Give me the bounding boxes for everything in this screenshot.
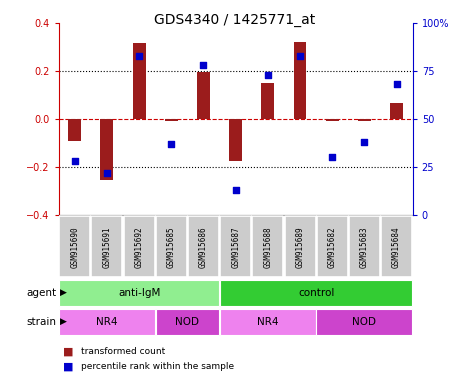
- Point: [71, 158, 78, 164]
- Text: ■: ■: [63, 362, 74, 372]
- Bar: [229, 119, 242, 161]
- Text: agent: agent: [26, 288, 56, 298]
- Text: GSM915686: GSM915686: [199, 226, 208, 268]
- Bar: [68, 119, 81, 141]
- Text: GSM915692: GSM915692: [135, 226, 144, 268]
- Bar: [261, 83, 274, 119]
- Bar: [220, 216, 251, 277]
- Point: [232, 187, 239, 193]
- Bar: [220, 280, 412, 306]
- Bar: [390, 103, 403, 119]
- Bar: [133, 43, 145, 119]
- Text: ▶: ▶: [60, 288, 67, 297]
- Point: [361, 139, 368, 145]
- Point: [200, 62, 207, 68]
- Text: GSM915685: GSM915685: [167, 226, 176, 268]
- Text: GSM915689: GSM915689: [295, 226, 304, 268]
- Text: NR4: NR4: [257, 316, 279, 327]
- Point: [167, 141, 175, 147]
- Bar: [165, 119, 178, 121]
- Text: ■: ■: [63, 346, 74, 356]
- Text: percentile rank within the sample: percentile rank within the sample: [81, 362, 234, 371]
- Point: [393, 81, 401, 88]
- Text: ▶: ▶: [60, 317, 67, 326]
- Bar: [285, 216, 316, 277]
- Bar: [326, 119, 339, 121]
- Text: GDS4340 / 1425771_at: GDS4340 / 1425771_at: [154, 13, 315, 27]
- Bar: [317, 309, 412, 334]
- Bar: [358, 119, 371, 121]
- Text: anti-IgM: anti-IgM: [118, 288, 160, 298]
- Text: NR4: NR4: [96, 316, 118, 327]
- Bar: [91, 216, 122, 277]
- Point: [103, 170, 111, 176]
- Bar: [252, 216, 283, 277]
- Point: [296, 53, 304, 59]
- Text: control: control: [298, 288, 334, 298]
- Bar: [381, 216, 412, 277]
- Text: GSM915684: GSM915684: [392, 226, 401, 268]
- Bar: [59, 309, 155, 334]
- Bar: [100, 119, 113, 180]
- Bar: [294, 42, 307, 119]
- Text: GSM915688: GSM915688: [264, 226, 272, 268]
- Point: [328, 154, 336, 161]
- Text: GSM915683: GSM915683: [360, 226, 369, 268]
- Text: strain: strain: [26, 316, 56, 327]
- Bar: [124, 216, 155, 277]
- Text: GSM915687: GSM915687: [231, 226, 240, 268]
- Bar: [59, 280, 219, 306]
- Point: [264, 72, 272, 78]
- Text: NOD: NOD: [352, 316, 377, 327]
- Bar: [156, 309, 219, 334]
- Text: transformed count: transformed count: [81, 347, 166, 356]
- Text: GSM915690: GSM915690: [70, 226, 79, 268]
- Bar: [188, 216, 219, 277]
- Bar: [349, 216, 380, 277]
- Bar: [197, 72, 210, 119]
- Bar: [317, 216, 348, 277]
- Text: NOD: NOD: [175, 316, 199, 327]
- Text: GSM915691: GSM915691: [102, 226, 112, 268]
- Bar: [59, 216, 90, 277]
- Bar: [220, 309, 316, 334]
- Text: GSM915682: GSM915682: [328, 226, 337, 268]
- Point: [136, 53, 143, 59]
- Bar: [156, 216, 187, 277]
